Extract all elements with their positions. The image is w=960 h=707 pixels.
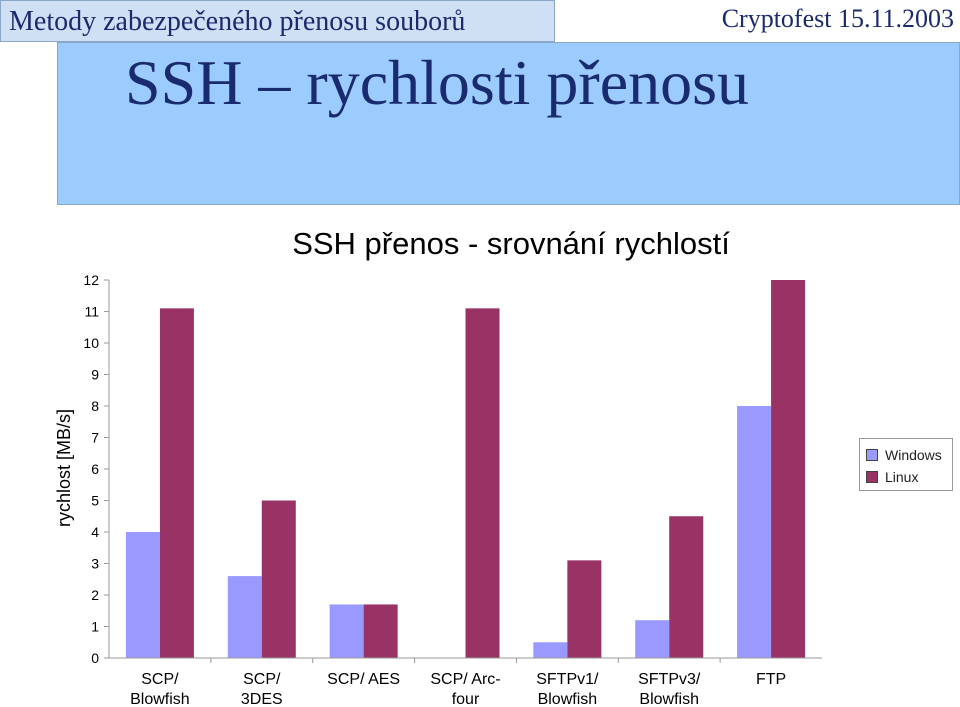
y-axis-label: rychlost [MB/s]	[54, 409, 74, 527]
y-tick-label: 9	[91, 367, 99, 383]
x-axis-ticks: SCP/Blowfish SCP/3DES SCP/ AES SCP/ Arc-fou…	[130, 658, 786, 707]
presentation-title: Metody zabezpečeného přenosu souborů	[9, 6, 466, 37]
chart-title: SSH přenos - srovnání rychlostí	[292, 226, 730, 261]
legend-swatch-windows	[866, 449, 878, 461]
legend-item-linux: Linux	[866, 468, 918, 486]
bars	[125, 280, 806, 658]
y-tick-label: 6	[91, 461, 99, 477]
bar-windows	[533, 642, 568, 658]
header-bar: Metody zabezpečeného přenosu souborů	[0, 0, 555, 42]
y-tick-label: 4	[91, 524, 99, 540]
bar-linux	[771, 280, 806, 658]
y-tick-label: 1	[91, 619, 99, 635]
y-tick-label: 0	[91, 650, 99, 666]
y-tick-label: 3	[91, 556, 99, 572]
bar-windows	[227, 576, 262, 658]
bar-windows	[329, 604, 364, 658]
x-tick-label: SCP/Blowfish	[130, 671, 190, 707]
bar-chart: SSH přenos - srovnání rychlostí rychlost…	[54, 226, 822, 707]
y-tick-label: 2	[91, 587, 99, 603]
event-label: Cryptofest 15.11.2003	[721, 4, 954, 33]
legend-swatch-linux	[866, 471, 878, 483]
x-tick-label: SCP/ AES	[327, 671, 400, 688]
y-tick-label: 12	[83, 272, 99, 288]
y-tick-label: 11	[84, 304, 99, 320]
bar-windows	[737, 406, 772, 658]
x-tick-label: SCP/ Arc-four	[430, 671, 500, 707]
bar-windows	[635, 620, 670, 658]
bar-linux	[567, 560, 602, 658]
x-tick-label: SFTPv3/Blowfish	[638, 671, 701, 707]
x-tick-label: SFTPv1/Blowfish	[536, 671, 599, 707]
y-tick-label: 8	[91, 398, 99, 414]
y-tick-label: 5	[91, 493, 99, 509]
bar-linux	[159, 308, 194, 658]
slide-title-box	[57, 42, 960, 205]
bar-linux	[363, 604, 398, 658]
y-tick-label: 7	[91, 430, 99, 446]
legend-label-linux: Linux	[885, 469, 919, 485]
chart-legend: Windows Linux	[859, 438, 953, 491]
bar-linux	[669, 516, 704, 658]
legend-label-windows: Windows	[885, 447, 942, 463]
x-tick-label: SCP/3DES	[241, 671, 283, 707]
bar-linux	[261, 500, 296, 658]
bar-linux	[465, 308, 500, 658]
slide-title: SSH – rychlosti přenosu	[125, 47, 749, 118]
bar-windows	[125, 532, 160, 658]
legend-item-windows: Windows	[866, 446, 942, 464]
x-tick-label: FTP	[756, 671, 786, 688]
y-tick-label: 10	[83, 335, 99, 351]
